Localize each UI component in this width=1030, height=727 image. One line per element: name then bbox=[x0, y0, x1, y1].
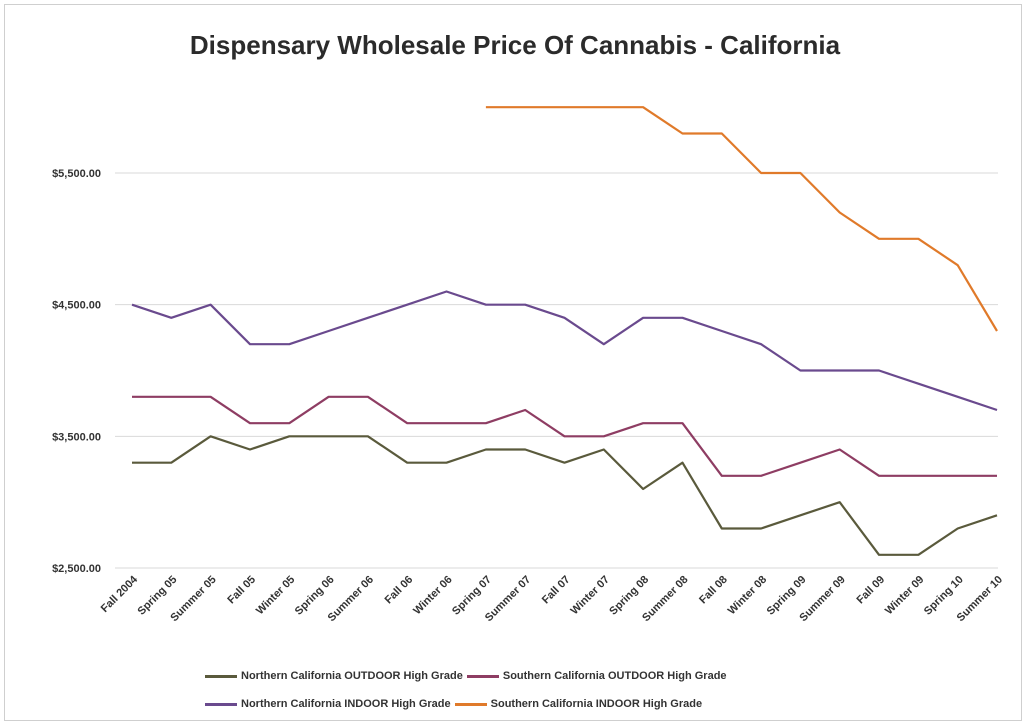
y-axis-ticks: $2,500.00 $3,500.00 $4,500.00 $5,500.00 bbox=[52, 168, 101, 575]
x-tick-label: Winter 08 bbox=[726, 574, 769, 617]
legend-label: Northern California OUTDOOR High Grade bbox=[241, 670, 463, 682]
legend-label: Northern California INDOOR High Grade bbox=[241, 698, 451, 710]
legend-swatch bbox=[454, 702, 487, 706]
y-tick-label: $4,500.00 bbox=[52, 300, 101, 312]
x-tick-label: Fall 2004 bbox=[99, 573, 141, 615]
x-tick-label: Fall 09 bbox=[854, 574, 887, 607]
y-tick-label: $5,500.00 bbox=[52, 168, 101, 180]
gridlines bbox=[115, 172, 998, 569]
series-lines bbox=[131, 106, 998, 556]
legend-label: Southern California OUTDOOR High Grade bbox=[502, 670, 727, 682]
x-tick-label: Fall 07 bbox=[540, 574, 573, 607]
legend-item: Southern California OUTDOOR High Grade bbox=[466, 670, 727, 682]
legend-item: Northern California OUTDOOR High Grade bbox=[205, 670, 463, 682]
legend-row-2: Northern California INDOOR High Grade Sou… bbox=[205, 698, 706, 710]
y-tick-label: $2,500.00 bbox=[52, 563, 101, 575]
x-tick-label: Fall 05 bbox=[225, 574, 258, 607]
series-line bbox=[485, 106, 998, 332]
series-line bbox=[132, 395, 997, 477]
x-tick-label: Winter 09 bbox=[883, 574, 926, 617]
chart-frame bbox=[4, 4, 1022, 721]
legend-swatch bbox=[205, 702, 237, 706]
x-tick-label: Winter 06 bbox=[411, 574, 454, 617]
y-tick-label: $3,500.00 bbox=[52, 431, 101, 443]
legend-item: Northern California INDOOR High Grade bbox=[205, 698, 451, 710]
x-tick-label: Winter 05 bbox=[254, 574, 297, 617]
legend-swatch bbox=[205, 674, 237, 678]
legend-label: Southern California INDOOR High Grade bbox=[490, 698, 703, 710]
x-tick-label: Winter 07 bbox=[569, 574, 612, 617]
legend-row-1: Northern California OUTDOOR High Grade So… bbox=[205, 670, 731, 682]
series-line bbox=[132, 435, 998, 556]
x-tick-label: Fall 08 bbox=[697, 574, 730, 607]
chart-title: Dispensary Wholesale Price Of Cannabis -… bbox=[189, 30, 841, 60]
series-line bbox=[131, 290, 998, 412]
legend-swatch bbox=[466, 674, 499, 678]
x-tick-label: Fall 06 bbox=[383, 574, 416, 607]
legend-item: Southern California INDOOR High Grade bbox=[454, 698, 703, 710]
